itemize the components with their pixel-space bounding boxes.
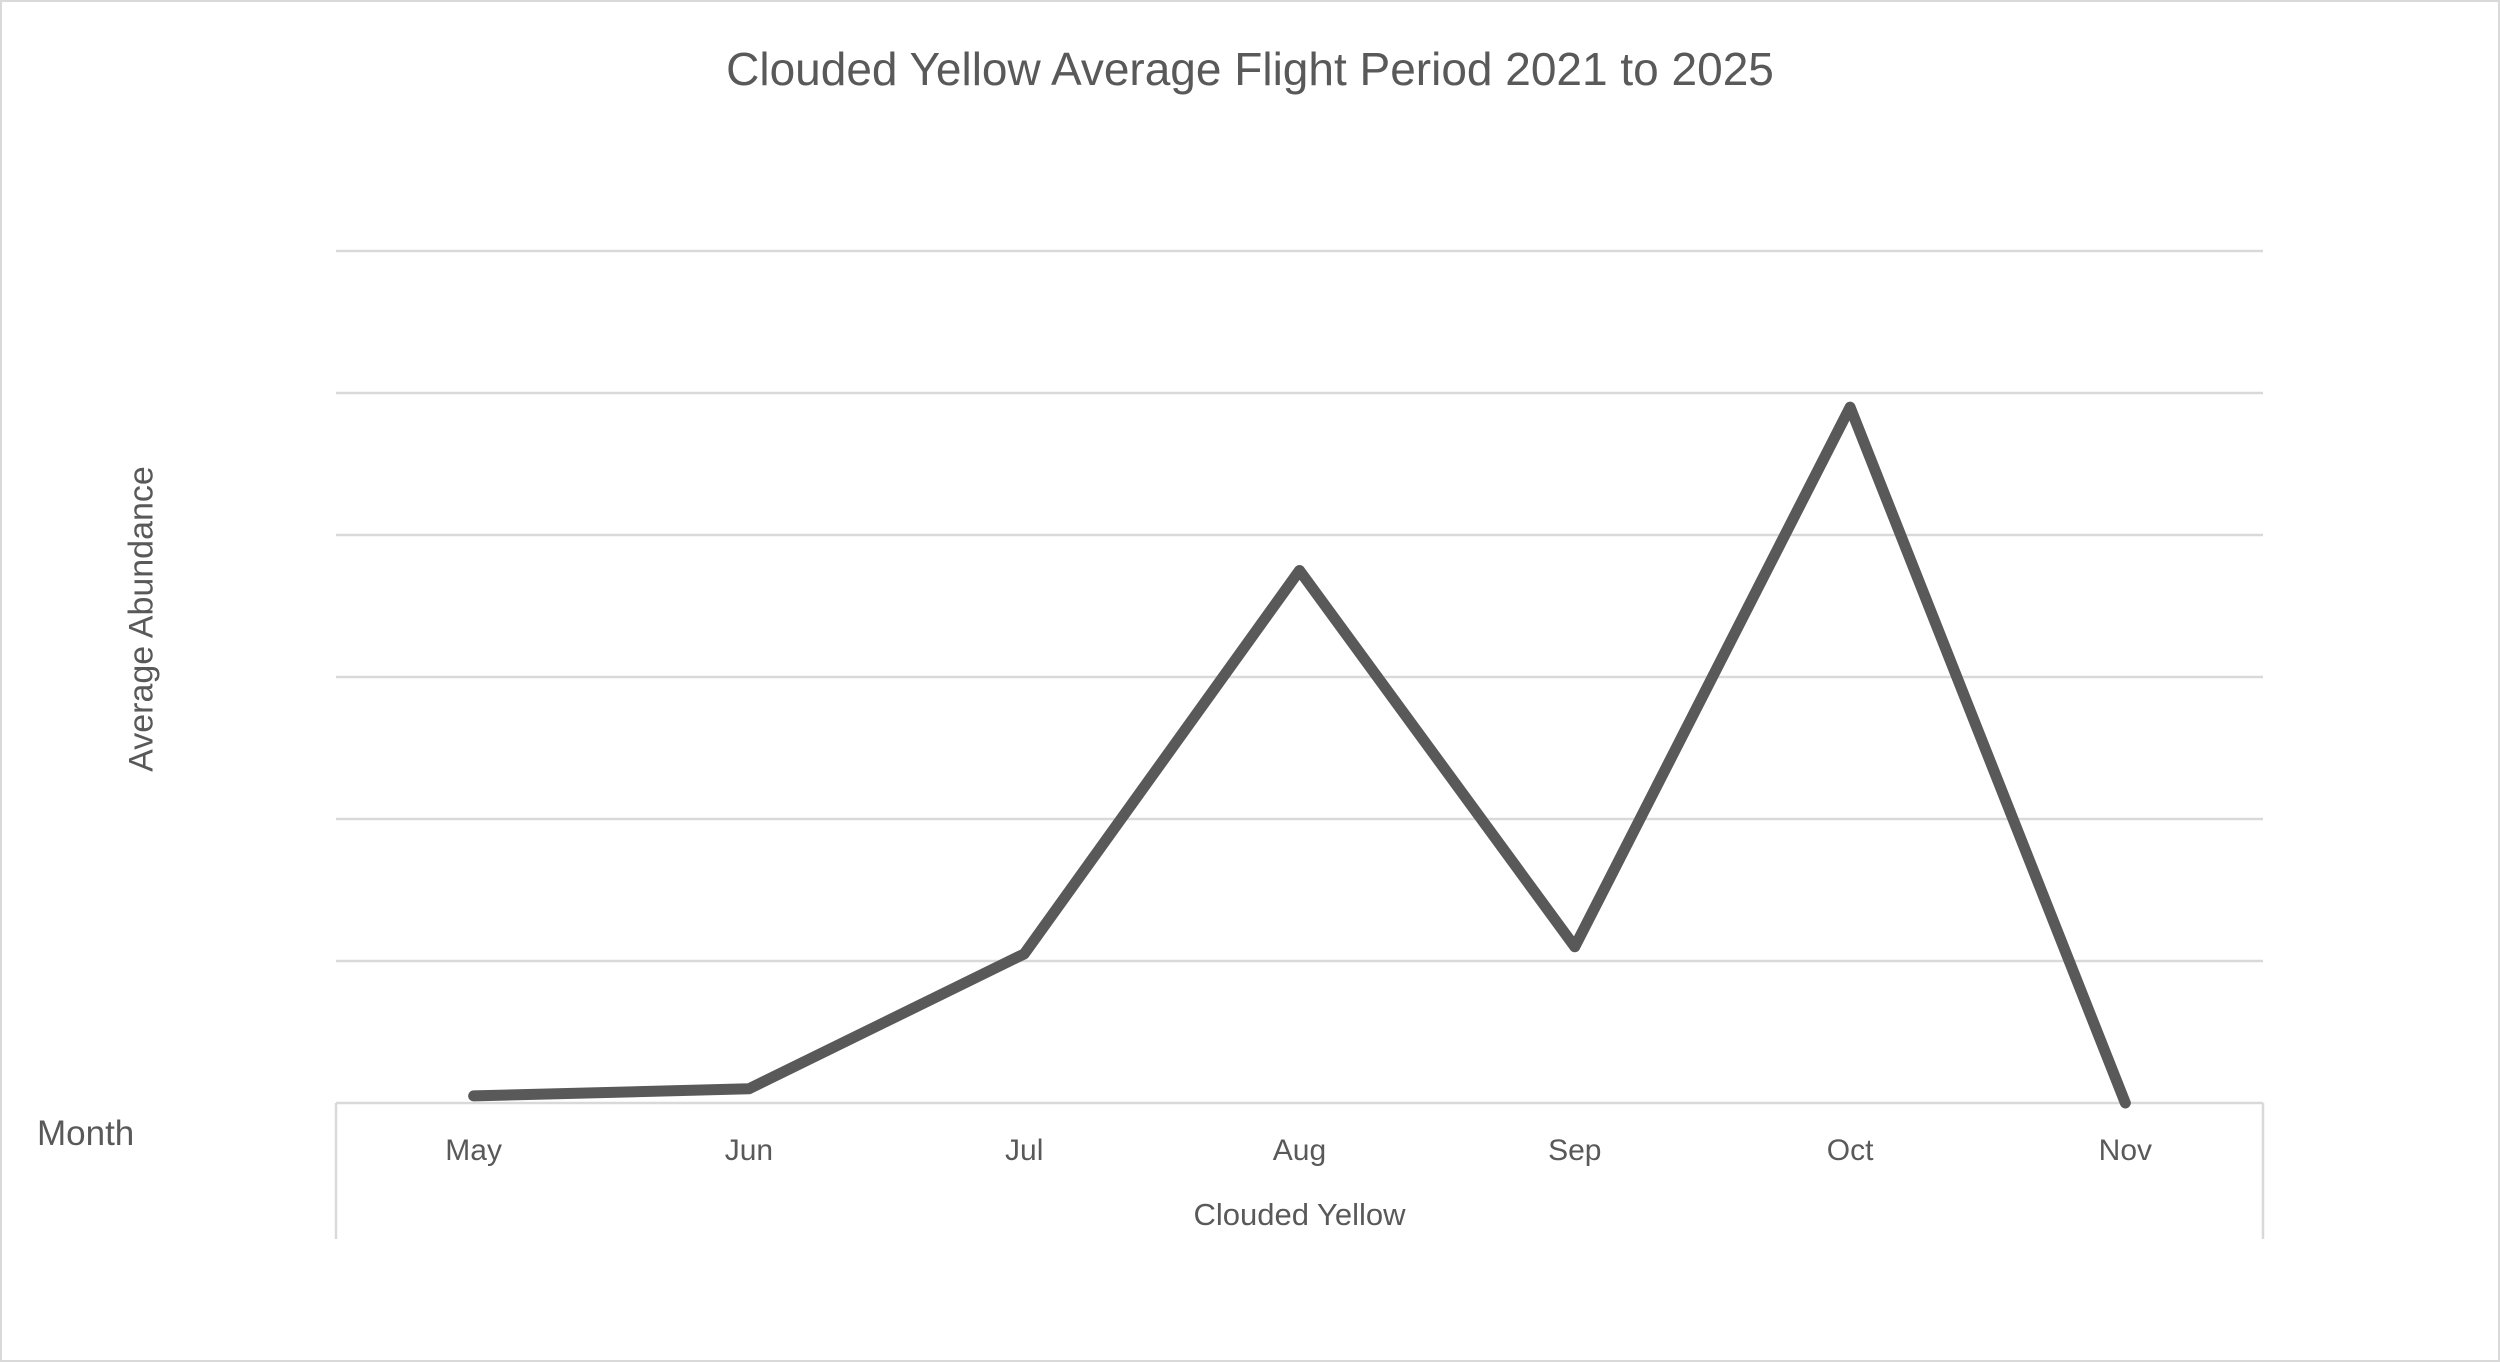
series-line-clouded-yellow	[468, 401, 2131, 1109]
x-tick-label: Sep	[1548, 1134, 1601, 1167]
x-tick-label: Nov	[2099, 1134, 2152, 1167]
x-axis-title: Clouded Yellow	[1193, 1197, 1406, 1232]
chart-title: Clouded Yellow Average Flight Period 202…	[726, 43, 1774, 95]
x-tick-label: Oct	[1827, 1134, 1874, 1167]
x-axis-outer-label: Month	[37, 1114, 135, 1153]
x-tick-label: Jun	[725, 1134, 773, 1167]
x-tick-label: May	[445, 1134, 502, 1167]
x-tick-label: Jul	[1005, 1134, 1043, 1167]
x-tick-label: Aug	[1273, 1134, 1326, 1167]
